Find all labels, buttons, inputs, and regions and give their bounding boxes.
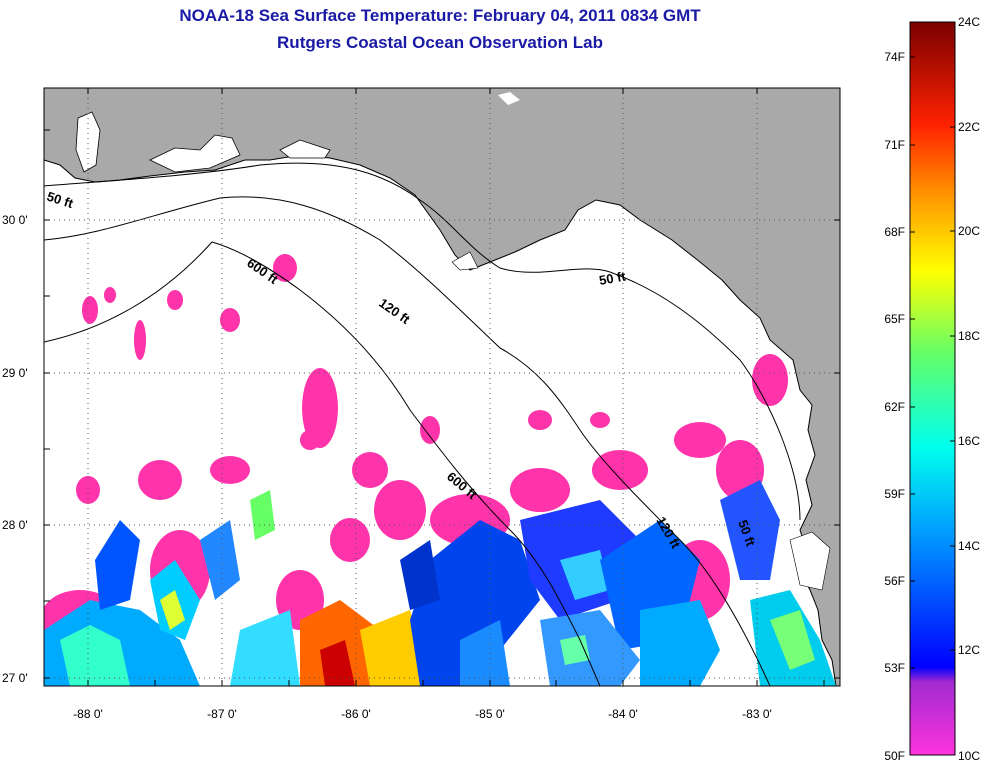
lat-label: 29 0' (2, 366, 28, 380)
colorbar-f-label: 62F (884, 400, 905, 414)
contour-label: 50 ft (598, 268, 628, 288)
colorbar-c-label: 22C (958, 120, 980, 134)
colorbar-c-label: 20C (958, 224, 980, 238)
colorbar-f-label: 56F (884, 574, 905, 588)
colorbar-c-label: 12C (958, 643, 980, 657)
colorbar-f-label: 53F (884, 661, 905, 675)
colorbar-c-label: 10C (958, 749, 980, 763)
lon-label: -87 0' (207, 707, 237, 721)
map-frame (43, 87, 841, 687)
sst-patches (44, 480, 836, 686)
lon-label: -88 0' (73, 707, 103, 721)
lon-label: -84 0' (608, 707, 638, 721)
colorbar-c-label: 16C (958, 434, 980, 448)
colorbar-f-label: 71F (884, 138, 905, 152)
lat-label: 30 0' (2, 213, 28, 227)
colorbar-c-label: 14C (958, 539, 980, 553)
colorbar-c-label: 24C (958, 15, 980, 29)
map-title: NOAA-18 Sea Surface Temperature: Februar… (179, 6, 701, 25)
lon-label: -86 0' (341, 707, 371, 721)
colorbar-f-label: 74F (884, 50, 905, 64)
colorbar-f-label: 50F (884, 749, 905, 763)
colorbar-f-label: 59F (884, 487, 905, 501)
colorbar-f-label: 65F (884, 312, 905, 326)
isobath-contours (44, 162, 801, 686)
colorbar-c-label: 18C (958, 329, 980, 343)
lon-label: -85 0' (475, 707, 505, 721)
lon-label: -83 0' (742, 707, 772, 721)
lat-label: 28 0' (2, 518, 28, 532)
colorbar-f-label: 68F (884, 225, 905, 239)
colorbar (909, 21, 956, 756)
map-subtitle: Rutgers Coastal Ocean Observation Lab (277, 33, 603, 52)
lat-label: 27 0' (2, 671, 28, 685)
